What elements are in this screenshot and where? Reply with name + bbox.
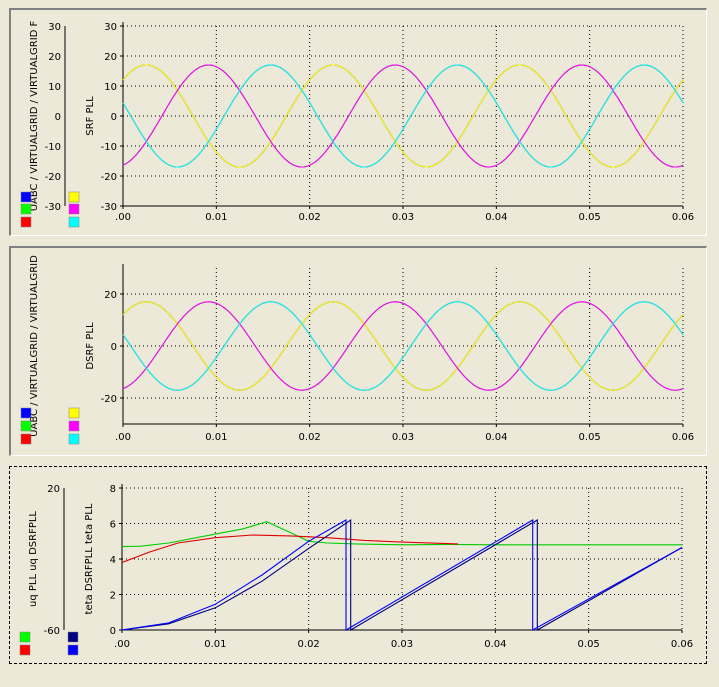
x-tick-label: 0.04 <box>485 212 507 223</box>
chart-dsrf-pll: -20 0 20 .00 0.01 0.02 0.03 0.04 0.05 0.06 UABC / … <box>20 255 694 445</box>
y-tick-label: -20 <box>101 394 117 405</box>
series-line-2 <box>121 518 683 631</box>
outer-y-tick-label: -10 <box>45 142 61 153</box>
y-tick-label: 30 <box>104 22 117 33</box>
y-tick-label: 6 <box>110 520 116 531</box>
x-tick-label: 0.02 <box>298 639 320 650</box>
legend-swatch <box>19 631 31 643</box>
grid <box>122 268 684 424</box>
legend-swatch <box>68 203 80 215</box>
legend-swatch <box>68 216 80 228</box>
outer-y-tick-label: 20 <box>48 52 61 63</box>
series-group <box>121 518 683 631</box>
series-group <box>122 301 684 391</box>
outer-y-tick-label: 20 <box>47 484 60 495</box>
y-tick-label: 0 <box>111 112 117 123</box>
legend-swatch <box>20 407 32 419</box>
grid <box>121 487 683 631</box>
outer-y-tick-label: -30 <box>45 202 61 213</box>
series-line-4 <box>122 301 684 391</box>
outer-y-axis-label: UABC / VIRTUALGRID / VIRTUALGRID <box>29 255 40 437</box>
y-tick-label: 4 <box>110 555 116 566</box>
legend-swatch <box>68 407 80 419</box>
y-tick-label: 8 <box>110 484 116 495</box>
x-tick-label: 0.01 <box>205 432 227 443</box>
legend-swatch <box>67 644 79 656</box>
y-tick-label: 0 <box>111 342 117 353</box>
outer-y-tick-label: -20 <box>45 172 61 183</box>
y-tick-label: -10 <box>101 142 117 153</box>
outer-y-tick-label: 30 <box>48 22 61 33</box>
outer-y-tick-label: -60 <box>44 626 60 637</box>
x-tick-label: 0.05 <box>579 212 601 223</box>
y-tick-label: 20 <box>104 290 117 301</box>
y-tick-label: 0 <box>110 626 116 637</box>
series-line-3 <box>121 519 683 631</box>
series-line-4 <box>122 64 684 168</box>
legend-swatch <box>67 631 79 643</box>
series-line-1 <box>121 534 459 564</box>
legend-swatch <box>19 644 31 656</box>
series-line-5 <box>122 301 684 391</box>
y-axis-label: DSRF PLL <box>85 322 96 370</box>
y-tick-label: -20 <box>101 172 117 183</box>
y-tick-label: 2 <box>110 591 116 602</box>
chart-panel-1[interactable]: -30 -20 -10 0 10 20 30 .00 0.01 0.02 0.03 0.04 0.05 0… <box>9 8 707 236</box>
x-tick-label: 0.02 <box>299 432 321 443</box>
outer-y-tick-label: 10 <box>48 82 61 93</box>
legend-swatch <box>20 203 32 215</box>
series-group <box>122 64 684 168</box>
outer-y-axis-label: uq PLL uq DSRFPLL <box>28 511 39 607</box>
x-tick-label: 0.02 <box>299 212 321 223</box>
legend-swatch <box>20 216 32 228</box>
x-tick-label: 0.03 <box>392 212 414 223</box>
x-tick-label: 0.06 <box>672 432 694 443</box>
legend-swatch <box>20 433 32 445</box>
x-tick-label: 0.04 <box>484 639 506 650</box>
x-tick-label: .00 <box>115 432 131 443</box>
x-tick-label: 0.05 <box>579 432 601 443</box>
y-tick-label: 10 <box>104 82 117 93</box>
chart-uq-teta-pll: 0 2 4 6 8 .00 0.01 0.02 0.03 0.04 0.05 0.06 -60 20 uq … <box>19 484 693 656</box>
legend-swatch <box>68 191 80 203</box>
outer-y-tick-label: 0 <box>55 112 61 123</box>
legend-swatch <box>20 420 32 432</box>
x-tick-label: 0.01 <box>204 639 226 650</box>
y-axis-label: teta DSRFPLL teta PLL <box>84 503 95 614</box>
outer-y-axis-label: UABC / VIRTUALGRID / VIRTUALGRID F <box>29 20 40 211</box>
x-tick-label: .00 <box>115 212 131 223</box>
x-tick-label: 0.06 <box>672 212 694 223</box>
x-tick-label: 0.03 <box>392 432 414 443</box>
series-line-3 <box>122 301 684 391</box>
chart-srf-pll: -30 -20 -10 0 10 20 30 .00 0.01 0.02 0.03 0.04 0.05 0… <box>20 20 694 228</box>
series-line-0 <box>121 521 682 548</box>
y-tick-label: 20 <box>104 52 117 63</box>
grid <box>122 25 684 207</box>
x-tick-label: .00 <box>114 639 130 650</box>
legend-swatch <box>68 433 80 445</box>
series-line-5 <box>122 64 684 168</box>
legend-swatch <box>68 420 80 432</box>
x-tick-label: 0.06 <box>671 639 693 650</box>
series-line-3 <box>122 64 684 168</box>
x-tick-label: 0.01 <box>205 212 227 223</box>
legend-swatch <box>20 191 32 203</box>
y-axis-label: SRF PLL <box>85 96 96 136</box>
chart-panel-3[interactable]: 0 2 4 6 8 .00 0.01 0.02 0.03 0.04 0.05 0.06 -60 20 uq … <box>9 466 707 664</box>
x-tick-label: 0.03 <box>391 639 413 650</box>
x-tick-label: 0.05 <box>578 639 600 650</box>
chart-panel-2[interactable]: -20 0 20 .00 0.01 0.02 0.03 0.04 0.05 0.06 UABC / … <box>9 246 707 456</box>
x-tick-label: 0.04 <box>485 432 507 443</box>
y-tick-label: -30 <box>101 202 117 213</box>
